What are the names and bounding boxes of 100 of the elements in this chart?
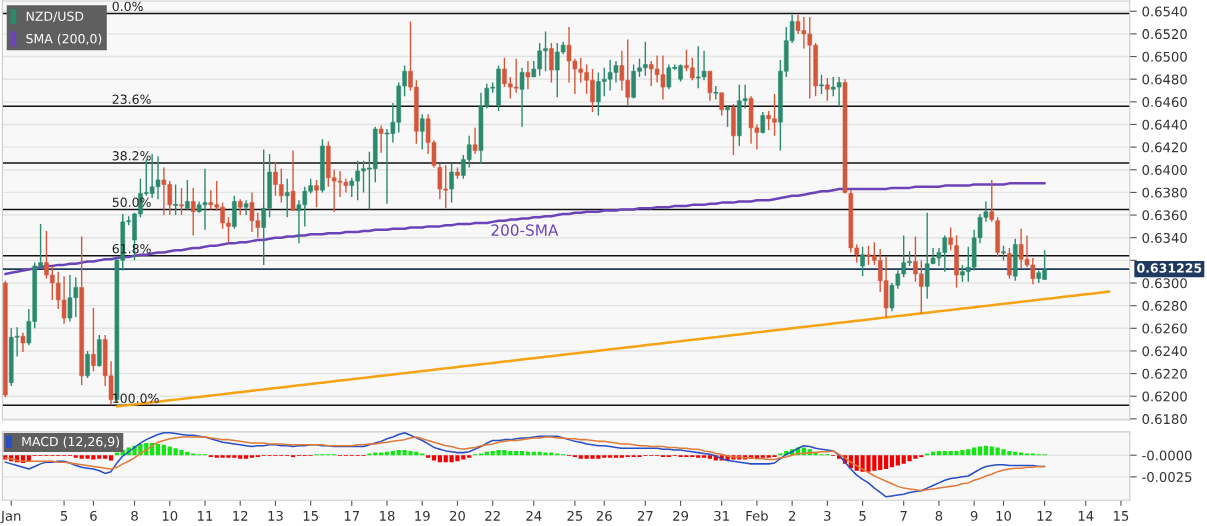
candlestick xyxy=(179,187,184,216)
candlestick xyxy=(449,163,454,204)
legend-label: NZD/USD xyxy=(26,11,84,22)
x-tick-label: 22 xyxy=(485,510,500,521)
y-tick-label: 0.6220 xyxy=(1142,368,1187,379)
candlestick xyxy=(519,67,525,128)
x-tick-label: 27 xyxy=(637,510,653,521)
y-tick-label: 0.6280 xyxy=(1142,300,1187,311)
candlestick xyxy=(472,127,478,155)
y-tick-label: 0.6440 xyxy=(1142,119,1187,130)
bar xyxy=(103,455,108,459)
candlestick xyxy=(91,307,96,373)
candlestick xyxy=(549,42,554,84)
ref-line-label: 0.631225 xyxy=(1137,263,1202,273)
bar xyxy=(249,455,255,458)
candlestick xyxy=(172,183,179,216)
x-tick-label: 31 xyxy=(714,510,729,521)
line-series xyxy=(115,290,1111,408)
bar xyxy=(889,455,895,468)
bar xyxy=(243,455,249,459)
bar xyxy=(155,443,161,456)
bar xyxy=(707,455,713,459)
x-tick-label: 15 xyxy=(1114,511,1129,521)
x-tick-label: 24 xyxy=(526,510,542,521)
candlestick xyxy=(290,149,296,212)
bar xyxy=(613,455,619,458)
y-tick-label: 0.6300 xyxy=(1142,278,1187,289)
x-tick-label: 10 xyxy=(996,510,1012,521)
bar xyxy=(161,444,166,456)
x-tick-label: 8 xyxy=(131,510,138,521)
candlestick xyxy=(20,332,26,353)
bar xyxy=(895,455,900,466)
bar xyxy=(696,455,701,458)
bar xyxy=(396,450,401,456)
x-tick-label: 29 xyxy=(673,510,689,521)
candlestick xyxy=(948,226,953,251)
candlestick xyxy=(378,124,384,154)
line-series xyxy=(4,182,1046,276)
legend-label: MACD (12,26,9) xyxy=(22,436,119,448)
bar xyxy=(578,455,583,459)
bar xyxy=(883,455,889,470)
y-tick-label: -0.0000 xyxy=(1142,450,1192,461)
x-tick-label: 6 xyxy=(90,510,97,521)
legend-label: SMA (200,0) xyxy=(26,33,102,45)
line-series xyxy=(4,436,1046,492)
x-tick-label: 10 xyxy=(162,510,178,521)
y-tick-label: 0.6480 xyxy=(1142,74,1187,85)
candlestick xyxy=(825,77,830,102)
y-tick-label: 0.6460 xyxy=(1142,97,1187,108)
bar xyxy=(238,455,243,459)
x-tick-label: 26 xyxy=(596,510,612,521)
x-tick-label: 19 xyxy=(415,510,430,521)
bar xyxy=(972,447,977,456)
candlestick xyxy=(525,60,531,91)
x-tick-label: 12 xyxy=(233,510,248,521)
x-tick-label: 13 xyxy=(268,510,283,521)
x-tick-label: 17 xyxy=(344,511,360,521)
bar xyxy=(425,455,431,458)
candlestick xyxy=(314,179,319,208)
candlestick xyxy=(860,246,865,277)
y-tick-label: -0.0025 xyxy=(1142,472,1192,483)
y-tick-label: 0.6420 xyxy=(1142,142,1187,153)
annotation: 200-SMA xyxy=(491,224,559,236)
candlestick xyxy=(725,104,730,128)
y-tick-label: 0.6180 xyxy=(1142,414,1187,425)
bar xyxy=(983,445,989,456)
candlestick xyxy=(707,70,713,102)
x-tick-label: 25 xyxy=(567,510,583,521)
candlestick xyxy=(419,113,425,151)
candlestick xyxy=(190,187,196,237)
x-tick-label: 12 xyxy=(1037,510,1052,521)
x-tick-label: 2 xyxy=(788,510,796,521)
y-tick-label: 0.6400 xyxy=(1142,164,1187,175)
bar xyxy=(108,455,114,461)
x-tick-label: 18 xyxy=(380,510,395,521)
y-tick-label: 0.6260 xyxy=(1142,323,1187,334)
x-tick-label: 20 xyxy=(450,510,465,521)
bar xyxy=(26,455,31,462)
bar xyxy=(760,455,765,458)
candlestick xyxy=(1007,247,1012,280)
bar xyxy=(878,455,883,470)
x-tick-label: 11 xyxy=(198,511,213,521)
x-tick-label: 15 xyxy=(303,511,318,521)
candlestick xyxy=(712,85,719,101)
x-tick-label: 14 xyxy=(1078,511,1094,521)
bar xyxy=(608,455,613,458)
y-tick-label: 0.6380 xyxy=(1142,187,1187,198)
x-tick-label: 5 xyxy=(859,511,866,521)
candlestick xyxy=(760,111,766,135)
candlestick xyxy=(85,350,90,379)
y-tick-label: 0.6500 xyxy=(1142,51,1187,62)
x-tick-label: 9 xyxy=(970,510,978,521)
x-tick-label: 5 xyxy=(60,511,68,521)
y-tick-label: 0.6200 xyxy=(1142,391,1187,402)
x-tick-label: 3 xyxy=(824,510,831,521)
bar xyxy=(73,455,78,458)
x-tick-label: Feb xyxy=(746,510,768,521)
candlestick xyxy=(243,199,249,216)
bar xyxy=(431,455,437,461)
bar xyxy=(619,455,624,458)
